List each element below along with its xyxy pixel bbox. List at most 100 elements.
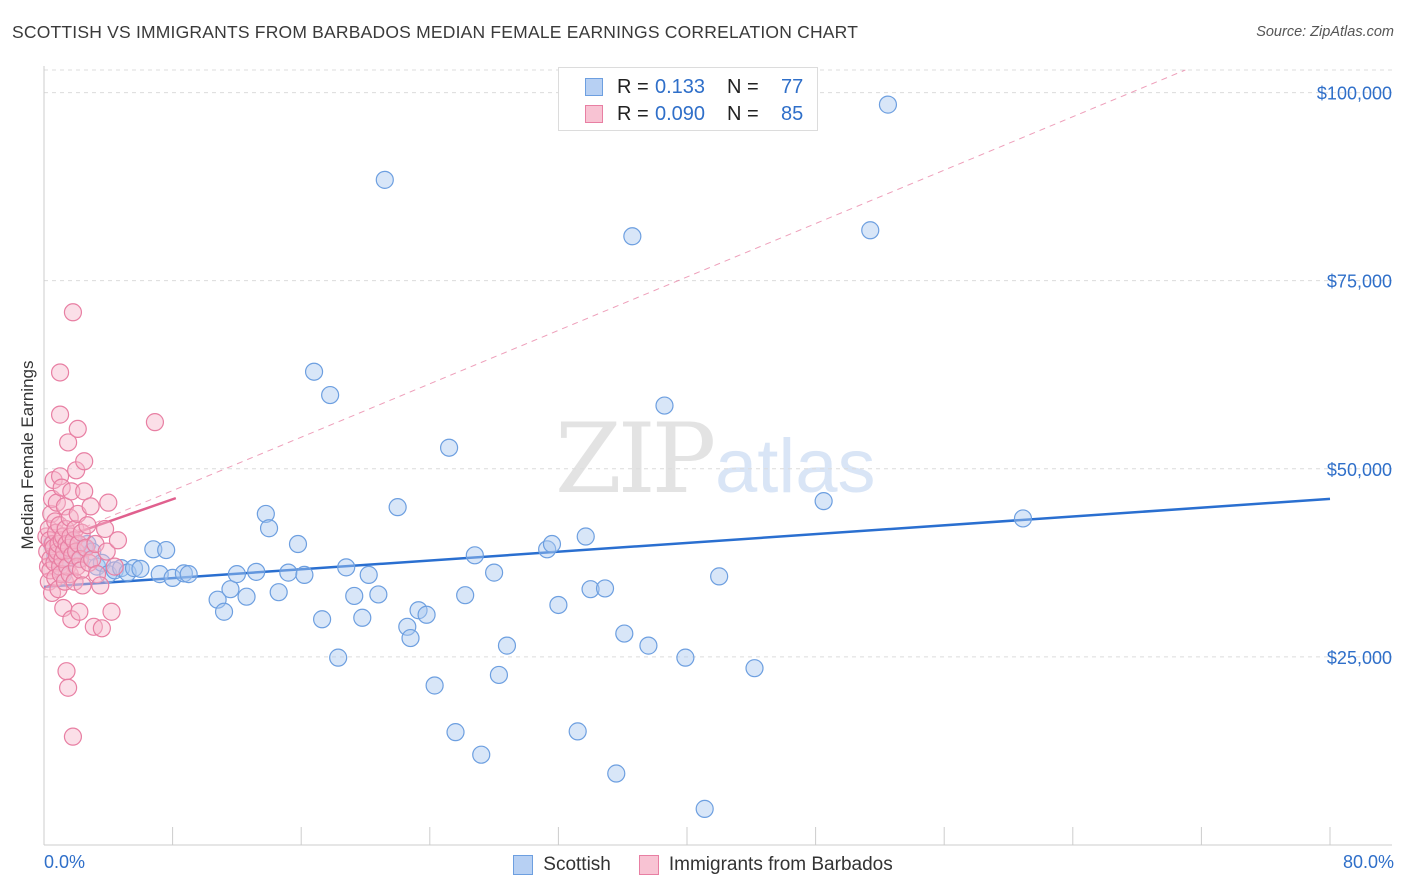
barbados-point: [50, 405, 70, 424]
scottish-point: [174, 564, 193, 583]
y-tick-label: $25,000: [1327, 648, 1392, 668]
barbados-point: [63, 303, 83, 322]
barbados-point: [97, 542, 116, 561]
barbados-point: [63, 727, 83, 746]
scottish-point: [615, 624, 634, 643]
legend-swatch-barbados: [638, 855, 659, 875]
legend-swatch-scottish: [513, 855, 534, 875]
scottish-point: [256, 504, 275, 524]
barbados-point: [50, 467, 70, 486]
legend-item-scottish[interactable]: Scottish: [513, 854, 611, 876]
barbados-point: [76, 538, 95, 557]
barbados-point: [102, 602, 121, 621]
barbados-point: [75, 482, 94, 501]
scottish-point: [814, 492, 833, 511]
scottish-point: [131, 559, 150, 578]
y-axis-label: Median Female Earnings: [18, 360, 37, 550]
watermark: ZIP atlas: [555, 403, 876, 515]
chart-title: SCOTTISH VS IMMIGRANTS FROM BARBADOS MED…: [12, 22, 859, 42]
r-value-scottish: 0.133: [655, 75, 706, 98]
legend-label-scottish: Scottish: [543, 854, 611, 875]
r-value-barbados: 0.090: [655, 102, 706, 125]
scottish-point: [538, 540, 557, 559]
barbados-point: [78, 516, 97, 535]
scottish-point: [259, 519, 279, 538]
scottish-point: [398, 617, 417, 636]
scottish-point: [581, 580, 600, 599]
scottish-point: [221, 580, 240, 599]
scottish-point: [269, 583, 288, 602]
barbados-point: [73, 576, 92, 595]
barbados-trend-extension: [43, 69, 1186, 545]
barbados-swatch: [585, 105, 603, 123]
scottish-trend-line: [43, 497, 1331, 589]
scottish-point: [861, 221, 880, 240]
series-legend: Scottish Immigrants from Barbados: [0, 852, 1406, 878]
barbados-point: [145, 413, 165, 432]
barbados-point: [105, 557, 124, 576]
scottish-point: [288, 534, 308, 554]
barbados-point: [95, 519, 115, 539]
barbados-point: [59, 678, 78, 697]
scottish-point: [329, 648, 348, 667]
r-label: R =: [617, 102, 649, 125]
scottish-point: [676, 648, 695, 667]
barbados-point: [91, 576, 110, 595]
scottish-point: [485, 563, 504, 582]
scottish-point: [179, 565, 198, 584]
scottish-point: [227, 565, 246, 584]
y-tick-label: $100,000: [1317, 84, 1392, 104]
n-value-barbados: 85: [781, 102, 804, 125]
scottish-point: [353, 608, 372, 627]
scottish-point: [369, 585, 388, 604]
scottish-point: [279, 563, 298, 582]
scottish-point: [295, 565, 314, 584]
barbados-point: [57, 662, 76, 681]
scottish-point: [465, 546, 484, 565]
source-label: Source: ZipAtlas.com: [1256, 24, 1394, 40]
scottish-point: [312, 610, 332, 629]
x-tick-label-max: 80.0%: [1342, 852, 1394, 872]
barbados-point: [75, 452, 94, 471]
scottish-point: [542, 534, 562, 554]
n-label: N =: [727, 102, 759, 125]
barbados-point: [62, 482, 81, 501]
scottish-point: [124, 559, 144, 578]
scottish-point: [878, 95, 898, 114]
scottish-point: [144, 540, 163, 559]
scottish-point: [345, 586, 364, 606]
barbados-point: [70, 602, 89, 621]
scottish-point: [247, 562, 266, 581]
y-tick-label: $75,000: [1327, 272, 1392, 292]
scottish-point: [446, 723, 465, 742]
stats-legend: R = 0.133 N = 77 R = 0.090 N = 85: [558, 67, 818, 131]
scottish-point: [745, 659, 764, 678]
barbados-point: [87, 565, 107, 584]
barbados-point: [108, 531, 128, 550]
x-tick-label-min: 0.0%: [44, 852, 86, 872]
scottish-point: [417, 605, 436, 624]
scottish-point: [607, 764, 626, 783]
scottish-swatch: [585, 78, 603, 96]
scottish-point: [1013, 509, 1033, 528]
watermark-zip: ZIP: [555, 403, 714, 515]
scottish-point: [623, 227, 642, 246]
scottish-point: [456, 586, 475, 605]
stats-legend-row-scottish: R = 0.133 N = 77: [585, 75, 803, 99]
barbados-point: [92, 619, 111, 638]
r-label: R =: [617, 75, 649, 98]
scottish-point: [388, 498, 407, 517]
barbados-point: [99, 493, 118, 512]
scottish-point: [237, 587, 256, 606]
scottish-point: [359, 565, 378, 584]
scottish-point: [401, 628, 420, 648]
scottish-point: [576, 527, 595, 546]
scottish-point: [304, 362, 324, 381]
scottish-point: [568, 722, 587, 741]
scottish-point: [710, 567, 729, 586]
scottish-point: [439, 438, 459, 457]
legend-label-barbados: Immigrants from Barbados: [668, 854, 893, 875]
scottish-point: [489, 665, 509, 685]
barbados-point: [50, 363, 70, 382]
legend-item-barbados[interactable]: Immigrants from Barbados: [638, 854, 893, 876]
